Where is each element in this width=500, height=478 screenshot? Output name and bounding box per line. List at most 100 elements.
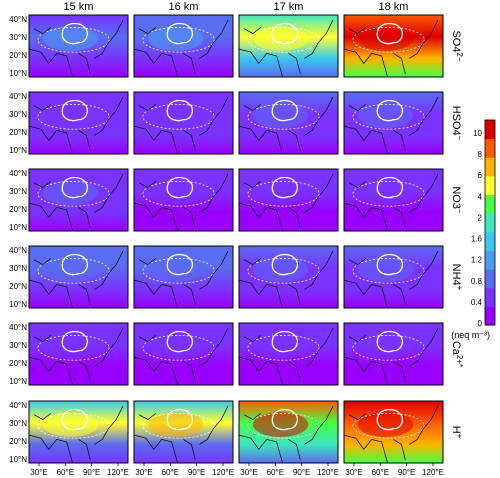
panel-frame bbox=[28, 400, 129, 464]
coastline bbox=[133, 327, 229, 386]
y-tick-label: 30°N bbox=[9, 33, 27, 42]
map-panel bbox=[343, 91, 444, 155]
coastline bbox=[238, 250, 334, 309]
anticyclone-boundary bbox=[37, 181, 110, 207]
anticyclone-core bbox=[357, 103, 414, 128]
panel-frame bbox=[28, 245, 129, 309]
plateau-contour bbox=[61, 99, 89, 122]
map-panel bbox=[28, 245, 129, 309]
x-tick-label: 90°E bbox=[293, 468, 310, 477]
anticyclone-boundary bbox=[37, 334, 110, 361]
anticyclone-boundary bbox=[142, 181, 215, 207]
x-tick-label: 30°E bbox=[240, 468, 257, 477]
plateau-contour bbox=[376, 176, 404, 199]
anticyclone-core bbox=[252, 180, 309, 205]
y-tick-label: 10°N bbox=[9, 377, 27, 386]
plateau-contour bbox=[271, 253, 299, 276]
x-tick-label: 30°E bbox=[135, 468, 152, 477]
row-label: HSO4− bbox=[450, 106, 464, 141]
colorbar-tick-label: 0.8 bbox=[471, 277, 483, 286]
species-charge: 2− bbox=[455, 52, 464, 61]
anticyclone-core bbox=[147, 180, 204, 205]
anticyclone-core bbox=[147, 103, 204, 128]
panel-frame bbox=[343, 91, 444, 155]
column-title: 15 km bbox=[64, 1, 94, 13]
anticyclone-core bbox=[42, 334, 99, 359]
coastline bbox=[343, 405, 439, 464]
anticyclone-boundary bbox=[247, 26, 320, 53]
panel-frame bbox=[28, 322, 129, 386]
row-label: NH4+ bbox=[450, 264, 464, 291]
row-label: H+ bbox=[450, 426, 464, 439]
coastline bbox=[133, 173, 229, 232]
colorbar-tick-label: 1.6 bbox=[471, 235, 483, 244]
coastline bbox=[238, 96, 334, 155]
anticyclone-core bbox=[357, 180, 414, 205]
x-axis-ticks: 30°E 60°E 90°E 120°E 30°E 60°E 90°E 120°E 30°E 60… bbox=[30, 463, 444, 477]
anticyclone-core bbox=[42, 103, 99, 128]
y-tick-label: 30°N bbox=[9, 187, 27, 196]
anticyclone-boundary bbox=[352, 181, 425, 207]
y-tick-label: 40°N bbox=[9, 246, 27, 255]
anticyclone-boundary bbox=[352, 257, 425, 284]
species-name: Ca bbox=[450, 341, 462, 356]
coastline bbox=[343, 96, 439, 155]
coastline bbox=[28, 173, 124, 232]
coastline bbox=[28, 405, 124, 464]
plateau-contour bbox=[376, 408, 404, 431]
panel-frame bbox=[238, 91, 339, 155]
plateau-contour bbox=[166, 253, 194, 276]
colorbar-unit: (neq m⁻³) bbox=[451, 330, 490, 340]
y-axis-ticks: 40°N 30°N 20°N 10°N 40°N 30°N 20°N 10°N 40°N 30°N… bbox=[9, 15, 27, 464]
panel-frame bbox=[343, 14, 444, 78]
coastline bbox=[28, 96, 124, 155]
coastline bbox=[28, 19, 124, 78]
map-panel bbox=[133, 245, 234, 309]
plateau-contour bbox=[271, 99, 299, 122]
y-tick-label: 20°N bbox=[9, 128, 27, 137]
y-tick-label: 30°N bbox=[9, 110, 27, 119]
species-charge: + bbox=[455, 434, 464, 439]
colorbar-segment bbox=[485, 250, 495, 270]
panel-frame bbox=[343, 245, 444, 309]
plateau-contour bbox=[61, 330, 89, 353]
coastline bbox=[238, 19, 334, 78]
plateau-contour bbox=[376, 253, 404, 276]
panel-frame bbox=[238, 400, 339, 464]
coastline bbox=[133, 250, 229, 309]
anticyclone-boundary bbox=[142, 334, 215, 361]
map-panel bbox=[238, 91, 339, 155]
y-tick-label: 20°N bbox=[9, 359, 27, 368]
y-tick-label: 20°N bbox=[9, 437, 27, 446]
anticyclone-core bbox=[252, 334, 309, 359]
plateau-contour bbox=[166, 408, 194, 431]
y-tick-label: 40°N bbox=[9, 323, 27, 332]
species-name: NO3 bbox=[450, 186, 462, 209]
species-name: SO4 bbox=[450, 30, 462, 52]
coastline bbox=[133, 96, 229, 155]
panel-frame bbox=[343, 400, 444, 464]
anticyclone-core bbox=[42, 257, 99, 282]
x-tick-label: 60°E bbox=[162, 468, 179, 477]
anticyclone-boundary bbox=[352, 412, 425, 439]
y-tick-label: 10°N bbox=[9, 455, 27, 464]
coastline bbox=[343, 173, 439, 232]
panel-frame bbox=[238, 14, 339, 78]
y-tick-label: 40°N bbox=[9, 401, 27, 410]
map-panel bbox=[133, 322, 234, 386]
map-panel bbox=[28, 322, 129, 386]
panel-frame bbox=[28, 168, 129, 232]
x-tick-label: 60°E bbox=[57, 468, 74, 477]
map-panel bbox=[133, 400, 234, 464]
anticyclone-boundary bbox=[352, 26, 425, 53]
y-tick-label: 40°N bbox=[9, 169, 27, 178]
colorbar-frame bbox=[484, 119, 496, 326]
anticyclone-boundary bbox=[142, 26, 215, 53]
colorbar-segment bbox=[485, 287, 495, 307]
y-tick-label: 10°N bbox=[9, 146, 27, 155]
plateau-contour bbox=[271, 176, 299, 199]
y-tick-label: 30°N bbox=[9, 341, 27, 350]
panel-frame bbox=[238, 322, 339, 386]
anticyclone-boundary bbox=[247, 181, 320, 207]
